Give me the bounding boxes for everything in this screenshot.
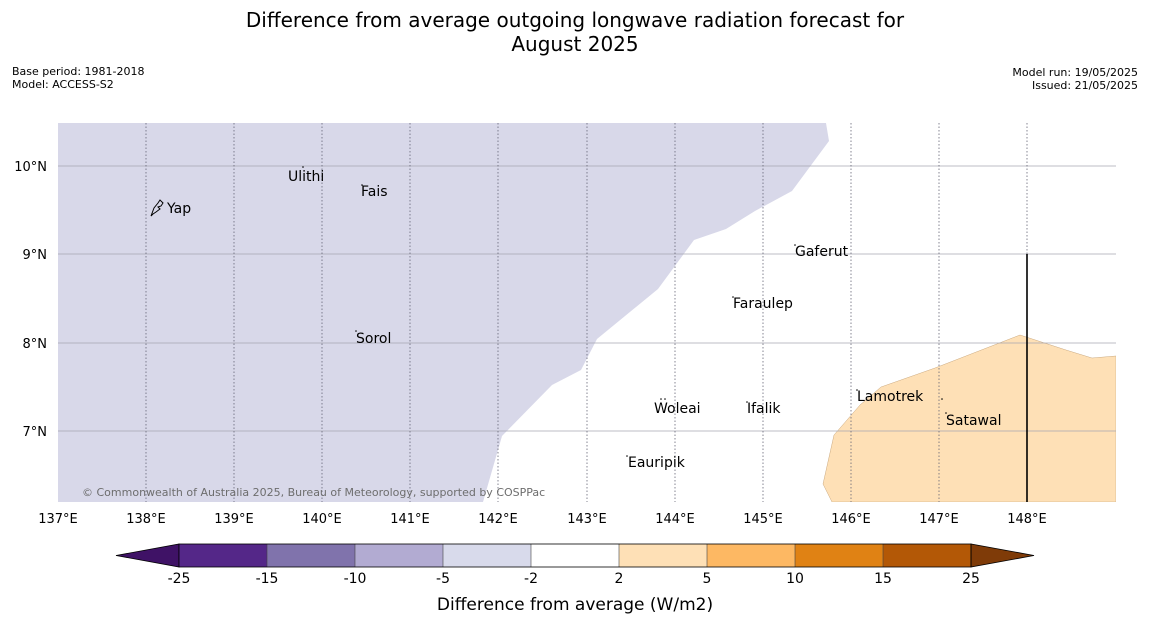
colorbar-tick-10: 10	[786, 571, 804, 587]
lon-label-137e: 137°E	[38, 512, 78, 527]
title-line-2: August 2025	[511, 32, 639, 56]
ulithi-marker	[302, 166, 304, 168]
lat-label-10n: 10°N	[14, 160, 47, 175]
colorbar-segment-7	[707, 544, 795, 567]
map-title: Difference from average outgoing longwav…	[0, 8, 1150, 56]
colorbar-extend-low	[115, 543, 180, 568]
colorbar-tick-neg10: -10	[344, 571, 367, 587]
lon-label-138e: 138°E	[126, 512, 166, 527]
base-period: Base period: 1981-2018	[12, 65, 145, 78]
copyright-notice: © Commonwealth of Australia 2025, Bureau…	[82, 486, 545, 499]
colorbar-tick-neg2: -2	[524, 571, 538, 587]
gaferut-marker	[794, 244, 796, 246]
place-label-sorol: Sorol	[356, 331, 391, 347]
colorbar-segment-3	[355, 544, 443, 567]
colorbar-tick-2: 2	[615, 571, 624, 587]
colorbar-dividers	[266, 544, 884, 567]
colorbar-segment-5	[531, 544, 619, 567]
lon-label-144e: 144°E	[655, 512, 695, 527]
longitude-axis-labels: 137°E 138°E 139°E 140°E 141°E 142°E 143°…	[38, 512, 1047, 527]
woleai-marker	[660, 398, 662, 400]
metadata-left: Base period: 1981-2018 Model: ACCESS-S2	[12, 65, 144, 91]
place-label-ulithi: Ulithi	[288, 169, 324, 185]
place-label-eauripik: Eauripik	[628, 455, 686, 471]
lon-label-148e: 148°E	[1007, 512, 1047, 527]
lon-label-141e: 141°E	[390, 512, 430, 527]
latitude-axis-labels: 10°N 9°N 8°N 7°N	[14, 160, 47, 440]
colorbar-tick-5: 5	[703, 571, 712, 587]
colorbar-segment-1	[179, 544, 267, 567]
lon-label-145e: 145°E	[743, 512, 783, 527]
region-below-average	[58, 123, 829, 502]
lamotrek-secondary-marker	[941, 398, 943, 400]
metadata-right: Model run: 19/05/2025 Issued: 21/05/2025	[1012, 66, 1138, 92]
colorbar-tick-neg5: -5	[436, 571, 450, 587]
eauripik-marker	[626, 455, 628, 457]
map-panel: Ulithi Fais Yap Gaferut Faraulep Sorol L…	[58, 123, 1116, 502]
place-label-faraulep: Faraulep	[733, 296, 793, 312]
colorbar: -25 -15 -10 -5 -2 2 5 10 15 25 Differenc…	[115, 543, 1035, 615]
yap-island-shape	[150, 199, 164, 217]
longitude-gridlines	[145, 123, 1028, 502]
colorbar-tick-neg15: -15	[256, 571, 279, 587]
model-run: Model run: 19/05/2025	[1012, 66, 1138, 79]
faraulep-marker	[732, 296, 734, 298]
model-name: Model: ACCESS-S2	[12, 78, 114, 91]
fais-marker	[361, 184, 363, 186]
lat-label-9n: 9°N	[23, 248, 48, 263]
place-label-woleai: Woleai	[654, 401, 701, 417]
island-markers	[302, 166, 947, 457]
place-label-satawal: Satawal	[946, 413, 1001, 429]
title-line-1: Difference from average outgoing longwav…	[245, 8, 905, 32]
sorol-marker	[355, 330, 357, 332]
colorbar-segment-9	[883, 544, 971, 567]
lat-label-7n: 7°N	[23, 425, 48, 440]
region-above-average	[822, 334, 1116, 502]
colorbar-tick-neg25: -25	[168, 571, 191, 587]
woleai-marker-2	[664, 398, 666, 400]
issued-date: Issued: 21/05/2025	[1031, 79, 1138, 92]
colorbar-title: Difference from average (W/m2)	[437, 595, 713, 615]
lon-label-143e: 143°E	[567, 512, 607, 527]
satawal-marker	[945, 412, 947, 414]
place-label-gaferut: Gaferut	[795, 244, 849, 260]
place-labels: Ulithi Fais Yap Gaferut Faraulep Sorol L…	[166, 169, 1001, 471]
colorbar-segment-4	[443, 544, 531, 567]
colorbar-outline	[178, 543, 972, 568]
lat-label-8n: 8°N	[23, 337, 48, 352]
lon-label-147e: 147°E	[919, 512, 959, 527]
colorbar-extend-high	[970, 543, 1035, 568]
colorbar-tick-15: 15	[874, 571, 892, 587]
place-label-lamotrek: Lamotrek	[857, 389, 924, 405]
colorbar-segment-8	[795, 544, 883, 567]
lamotrek-marker	[856, 389, 858, 391]
lon-label-142e: 142°E	[478, 512, 518, 527]
colorbar-segment-2	[267, 544, 355, 567]
lon-label-146e: 146°E	[831, 512, 871, 527]
lon-label-139e: 139°E	[214, 512, 254, 527]
place-label-yap: Yap	[166, 201, 191, 217]
lon-label-140e: 140°E	[302, 512, 342, 527]
colorbar-tick-labels: -25 -15 -10 -5 -2 2 5 10 15 25	[168, 571, 980, 587]
ifalik-marker	[746, 401, 748, 403]
colorbar-segment-6	[619, 544, 707, 567]
place-label-ifalik: Ifalik	[747, 401, 781, 417]
colorbar-tick-25: 25	[962, 571, 980, 587]
place-label-fais: Fais	[361, 184, 388, 200]
